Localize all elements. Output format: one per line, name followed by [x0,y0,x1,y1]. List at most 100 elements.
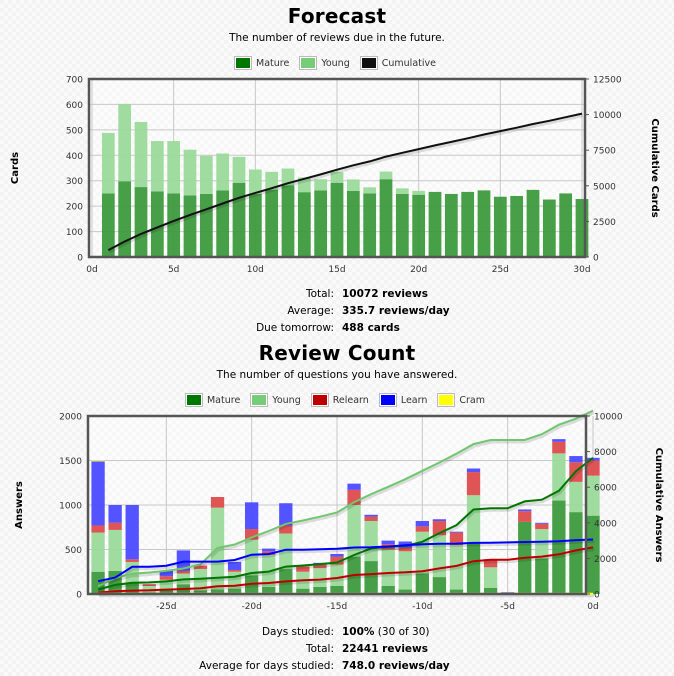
bar-relearn [245,529,259,540]
bar-learn [518,509,532,512]
bar-learn [330,553,344,557]
legend-label: Learn [400,394,428,406]
y2-axis-label: Cumulative Cards [649,118,660,217]
bar-mature [526,189,540,257]
bar-young [381,549,395,586]
bar-mature [227,588,242,594]
bar-mature [510,195,524,257]
bar-mature [330,585,344,594]
bar-young [535,529,549,559]
bar-learn [279,503,293,526]
stat-extra: (30 of 30) [377,626,430,638]
bar-young [91,532,105,572]
bar-relearn [210,496,225,508]
y-tick-label: 500 [66,126,83,136]
x-tick-label: 5d [168,265,179,275]
bar-mature [415,573,429,594]
bar-relearn [176,570,191,574]
x-tick-label: 20d [410,265,427,275]
stat-value: 22441 reviews [342,643,428,655]
bar-mature [381,585,395,594]
stat-row-average: Average for days studied: 748.0 reviews/… [0,658,674,674]
bar-mature [559,193,573,257]
y-tick-label: 100 [66,228,83,238]
x-tick-label: -25d [156,602,176,612]
bar-mature [412,194,426,257]
bar-learn [108,505,122,523]
x-tick-label: -10d [412,602,432,612]
bar-relearn [364,516,378,522]
legend-label: Relearn [332,394,369,406]
bar-young [569,481,583,513]
bar-young [193,569,208,591]
bar-relearn [449,532,464,546]
bar-young [183,149,197,196]
bar-relearn [108,522,122,530]
bar-young [330,172,344,183]
bar-mature [364,561,378,594]
bar-young [265,171,279,190]
legend-label: Mature [206,394,241,406]
bar-young [167,141,181,194]
bar-young [313,568,327,587]
bar-mature [428,191,442,257]
legend-item-cumulative: Cumulative [359,56,436,70]
line-cumulative-relearn [98,546,594,594]
stat-value: 748.0 reviews/day [342,660,450,672]
bar-relearn [313,564,327,569]
x-tick-label: 30d [573,265,590,275]
plot-frame [86,414,588,596]
x-tick-label: 15d [328,265,345,275]
bar-young [245,539,259,576]
bar-learn [262,548,276,552]
bar-mature [313,586,327,594]
bar-mature [552,500,566,594]
line-cumulative-young [97,409,594,588]
bar-young [432,535,447,578]
y2-tick-label: 10000 [594,413,623,423]
bar-young [586,475,600,516]
bar-mature [346,190,360,257]
bar-learn [381,540,395,545]
bar-mature [193,590,208,594]
x-tick-label: -5d [500,602,515,612]
bar-mature [210,589,225,594]
y-tick-label: 600 [66,101,83,111]
review-count-title: Review Count [258,341,416,365]
bar-cram [91,460,105,462]
bar-young [466,495,481,543]
legend-item-mature: Mature [234,56,289,70]
bar-learn [432,519,447,522]
legend-swatch-mature [186,395,201,405]
bar-learn [586,457,600,461]
bar-learn [415,521,429,527]
y2-tick-label: 0 [594,591,600,601]
y2-tick-label: 0 [593,254,599,264]
legend-swatch-cram [439,395,454,405]
bar-mature [542,199,556,257]
stat-row-days-studied: Days studied: 100% (30 of 30) [0,624,674,640]
bar-relearn [91,525,105,533]
bar-young [314,179,328,191]
bar-young [483,567,498,588]
bar-mature [432,577,447,594]
bar-relearn [159,576,173,580]
y-tick-label: 200 [66,203,83,213]
line-shadow [108,114,584,254]
bar-mature [118,181,132,257]
bar-learn [569,456,583,463]
bar-mature [569,512,583,594]
bar-young [281,168,295,186]
bar-mature [363,193,377,257]
line-cumulative-learn [97,538,594,583]
x-tick-label: -20d [241,602,261,612]
bar-mature [216,190,230,257]
y2-tick-label: 8000 [594,448,617,458]
bar-relearn [552,441,566,454]
bar-learn [227,561,242,570]
bar-mature [449,589,464,594]
y-tick-label: 0 [77,254,83,264]
bar-relearn [142,584,156,586]
bar-mature [296,588,310,594]
bar-mature [477,190,491,257]
